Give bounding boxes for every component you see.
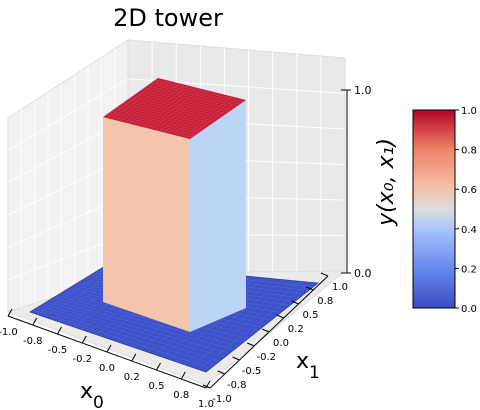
colorbar-tick-label: 0.0 [461,304,477,315]
colorbar-gradient [412,109,456,309]
x1-tick [202,384,211,389]
x0-tick-label: 1.0 [198,399,214,410]
x1-tick [276,314,284,319]
x0-tick-label: -0.8 [23,336,43,347]
tower-top-mesh [105,78,244,139]
z-tick-label: 1.0 [354,84,372,97]
x0-tick [131,353,137,362]
x0-axis: -1.0 -0.8 -0.5 -0.2 0.0 0.2 0.5 0.8 1.0 [0,308,214,410]
chart-title: 2D tower [113,4,223,32]
x1-tick [247,342,255,347]
x0-tick-label: 0.8 [173,390,189,401]
x1-tick [306,286,314,291]
colorbar-tick-label: 0.8 [461,146,477,157]
x1-tick-label: 1.0 [332,282,348,293]
x1-tick [320,272,329,277]
colorbar-tick-label: 0.2 [461,264,477,275]
x1-tick [217,370,225,375]
x0-tick-label: -1.0 [0,327,18,338]
x0-tick-label: 0.2 [124,372,140,383]
x1-tick [232,356,240,361]
x1-tick-label: 0.8 [317,296,333,307]
x0-tick-label: 0.5 [149,381,165,392]
x0-tick [7,308,13,317]
x1-tick-label: -0.5 [242,366,262,377]
z-tick-label: 0.0 [354,267,372,280]
x0-axis-label: x0 [80,379,104,410]
z-axis: 1.0 0.0 [341,84,372,280]
tower-right-face [190,100,246,332]
x0-tick [106,344,112,353]
x0-tick [180,371,186,380]
z-axis-label: y(x₀, x₁) [374,138,399,227]
x0-tick-label: -0.5 [48,345,68,356]
colorbar-tick-label: 1.0 [461,106,477,117]
colorbar-tick-label: 0.6 [461,185,477,196]
x0-tick [32,317,38,326]
x1-tick [261,328,270,333]
x1-tick-label: 0.0 [273,338,289,349]
x1-tick-label: -0.8 [227,380,247,391]
x1-tick-label: -1.0 [212,394,232,405]
x1-tick-label: 0.2 [288,324,304,335]
x0-tick [156,362,161,371]
x1-tick [291,300,299,305]
x0-tick [81,335,87,344]
x1-tick-label: 0.5 [303,310,319,321]
x1-tick-label: -0.2 [256,352,276,363]
x0-tick-label: 0.0 [99,363,115,374]
x1-axis: -1.0 -0.8 -0.5 -0.2 0.0 0.2 0.5 0.8 1.0 [202,272,348,405]
x0-tick [57,326,62,335]
colorbar: 0.0 0.2 0.4 0.6 0.8 1.0 [412,106,477,315]
colorbar-tick-label: 0.4 [461,225,477,236]
tower-front-face [103,117,190,332]
x1-axis-label: x1 [296,349,320,383]
x0-tick-label: -0.2 [72,354,92,365]
